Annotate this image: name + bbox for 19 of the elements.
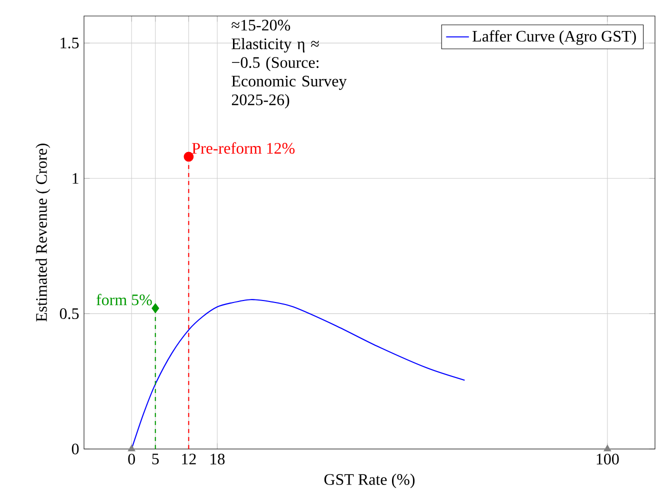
- x-axis-title: GST Rate (%): [324, 474, 415, 488]
- x-tick-label: 12: [182, 454, 196, 464]
- point: [152, 303, 160, 314]
- point: [184, 152, 194, 162]
- annotation: ≈15-20% Elasticity η ≈ −0.5 (Source: Economic Survey 2025-26): [232, 20, 347, 108]
- series-label: Pre-reform 12%: [192, 142, 295, 154]
- y-tick-label: 0: [72, 444, 79, 454]
- x-tick-label: 18: [210, 454, 225, 464]
- x-tick-label: 0: [128, 454, 135, 464]
- legend-label: Laffer Curve (Agro GST): [472, 30, 636, 45]
- point: [128, 444, 136, 452]
- y-tick-label: 1: [72, 173, 78, 184]
- x-tick-label: 5: [152, 454, 159, 464]
- y-axis-title: Estimated Revenue ( Crore): [36, 144, 50, 322]
- y-tick-label: 0.5: [60, 308, 79, 320]
- point: [604, 444, 612, 452]
- series-label: form 5%: [96, 294, 152, 306]
- y-tick-label: 1.5: [60, 38, 79, 48]
- x-tick-label: 100: [596, 454, 619, 464]
